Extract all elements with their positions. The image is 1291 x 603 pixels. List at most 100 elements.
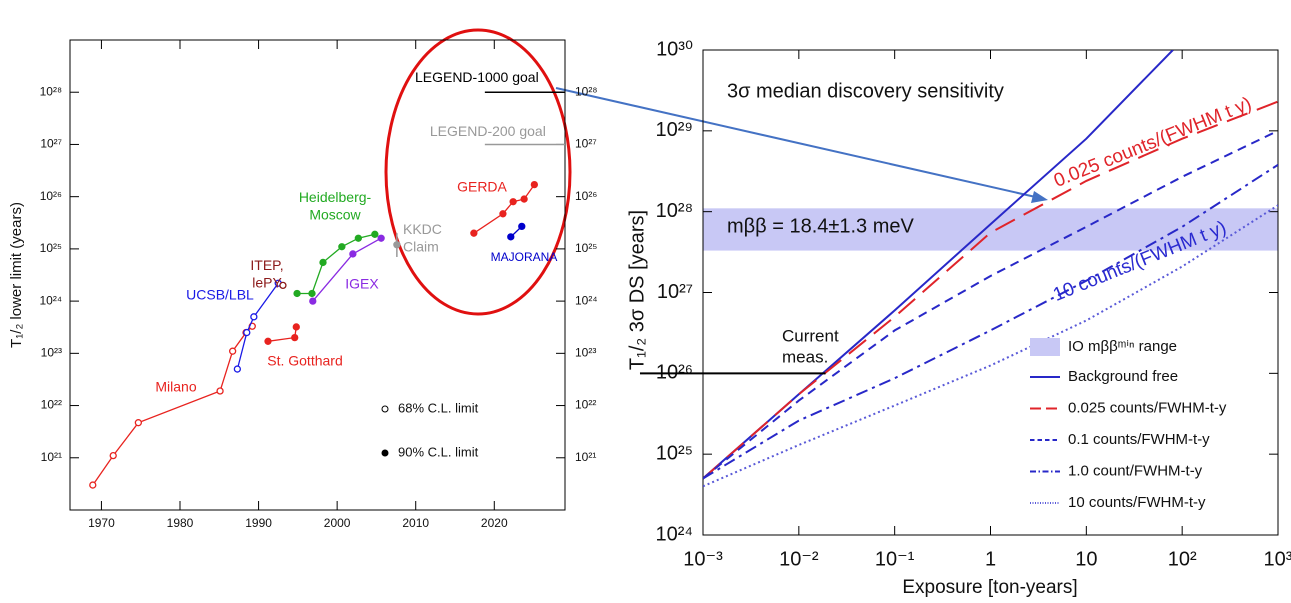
current-label: Current meas. [782,327,839,367]
x-tick-label: 10³ [1264,548,1291,570]
y-tick-label-right: 10²³ [575,346,596,360]
data-point [264,337,272,345]
data-point [507,233,515,241]
data-point [293,289,301,298]
data-point [520,195,528,203]
data-point [530,180,539,189]
data-point [134,419,143,427]
y-tick-label: 10²⁹ [656,119,693,141]
y-tick-label: 10²⁴ [656,523,694,545]
plot-frame [69,39,566,511]
x-tick-label: 1990 [245,516,272,530]
x-tick-label: 1 [985,548,996,570]
data-point [291,333,299,342]
data-point [292,323,300,331]
data-point [250,313,258,321]
data-point [349,250,357,258]
legend-swatch [1030,338,1060,356]
data-point [279,281,287,290]
legend-label: 68% C.L. limit [398,400,479,415]
series-label: St. Gotthard [267,353,342,369]
data-point [393,241,401,249]
chart-title: 3σ median discovery sensitivity [727,80,1004,102]
highlight-ellipse [384,28,572,316]
legend-label: Background free [1068,368,1178,385]
y-tick-label: 10²⁵ [656,442,693,464]
legend-label: 0.1 counts/FWHM-t-y [1068,431,1210,448]
legend-label: 1.0 count/FWHM-t-y [1068,462,1203,479]
legend-label: 10 counts/FWHM-t-y [1068,494,1206,511]
y-tick-label: 10²³ [41,346,62,360]
band [703,208,1278,251]
data-point [319,258,327,267]
x-tick-label: 10² [1168,548,1197,570]
series-label: Milano [155,379,196,395]
data-point [233,365,242,373]
arrow-line [555,87,1041,199]
x-tick-label: 2010 [402,516,429,530]
goal-label: LEGEND-1000 goal [415,69,539,85]
legend-marker [381,449,389,457]
y-tick-label-right: 10²⁴ [575,293,598,307]
legend-label: 0.025 counts/FWHM-t-y [1068,399,1227,416]
data-point [499,210,507,218]
series-line [703,100,1278,480]
y-tick-label-right: 10²⁵ [575,241,597,255]
legend-label: IO mββᵐⁱⁿ range [1068,338,1177,355]
x-tick-label: 1970 [88,516,115,530]
x-tick-label: 2000 [324,516,351,530]
y-axis-label: T₁/₂ lower limit (years) [8,202,25,348]
data-point [377,234,385,242]
goal-label: LEGEND-200 goal [430,123,546,139]
data-point [354,234,363,242]
arrow-head [1031,191,1048,203]
data-point [228,347,237,355]
data-point [308,289,316,298]
y-tick-label-right: 10²² [575,398,596,412]
series-line [92,325,253,486]
series-label: ITEP, lePY [250,257,283,291]
series-line [703,129,1278,480]
data-point [216,387,224,395]
series-line [703,204,1278,488]
y-tick-label: 10²⁸ [656,200,693,222]
series-label: UCSB/LBL [186,287,254,303]
data-point [109,451,117,460]
x-tick-label: 10⁻³ [683,548,723,570]
x-tick-label: 2020 [481,516,508,530]
y-tick-label: 10²⁸ [40,84,62,98]
y-tick-label: 10²⁶ [40,189,62,203]
series-line [236,282,279,370]
data-point [470,229,478,237]
data-point [338,243,346,251]
y-tick-label: 10²² [41,398,62,412]
series-label: KKDC Claim [403,221,442,255]
legend-marker [381,405,389,413]
legend-label: 90% C.L. limit [398,444,479,459]
data-point [509,198,517,206]
x-axis-label: Exposure [ton-years] [902,577,1077,598]
y-tick-label: 10²⁷ [657,281,693,303]
y-tick-label: 10³⁰ [656,38,693,60]
series-label: GERDA [457,179,507,195]
data-point [309,297,317,305]
data-point [89,481,97,489]
x-tick-label: 10 [1075,548,1097,570]
y-tick-label: 10²⁷ [40,137,62,151]
y-tick-label: 10²⁵ [40,241,62,255]
y-tick-label-right: 10²¹ [575,450,596,464]
series-label: MAJORANA [491,250,558,264]
x-tick-label: 1980 [167,516,194,530]
series-line [703,163,1278,480]
data-point [518,222,526,231]
y-tick-label-right: 10²⁶ [575,189,597,203]
data-point [243,328,251,337]
x-tick-label: 10⁻¹ [875,548,915,570]
data-point [371,230,379,238]
series-label: Heidelberg-Moscow [299,189,372,223]
y-axis-label: T₁/₂ 3σ DS [years] [626,210,648,370]
y-tick-label-right: 10²⁷ [575,137,597,151]
y-tick-label: 10²⁴ [40,293,63,307]
band-label: mββ = 18.4±1.3 meV [727,215,915,237]
